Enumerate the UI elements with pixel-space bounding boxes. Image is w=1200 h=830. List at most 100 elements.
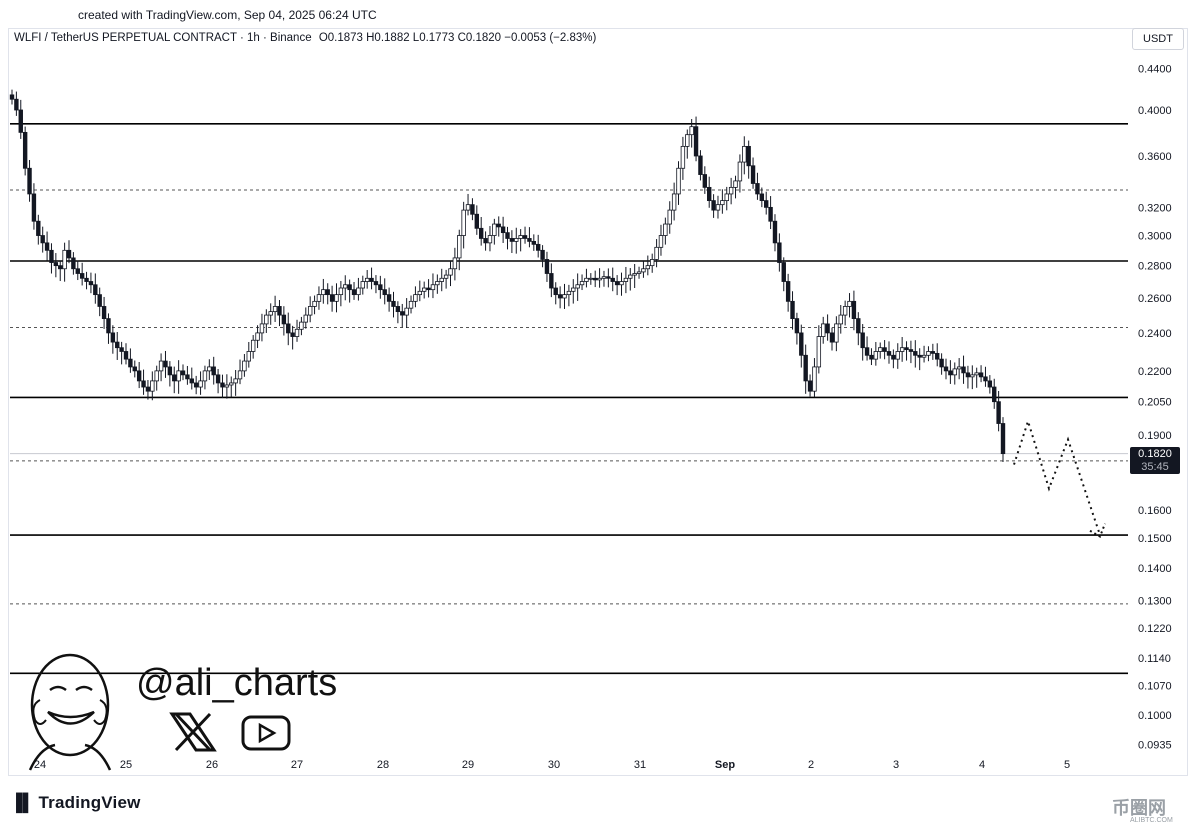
candle <box>588 273 594 285</box>
candle <box>930 343 936 360</box>
candle <box>408 295 414 314</box>
candle <box>237 359 243 385</box>
candle-body <box>816 336 822 368</box>
candle-body <box>728 186 734 195</box>
candle-body <box>799 332 804 356</box>
candle-body <box>571 287 576 292</box>
time-axis: 24 25 26 27 28 29 30 31 Sep 2 3 4 5 <box>34 759 1070 771</box>
candle <box>557 286 563 309</box>
candle-body <box>391 300 396 307</box>
y-tick-label: 0.1300 <box>1138 595 1172 607</box>
candle <box>636 266 642 279</box>
candle <box>215 369 221 394</box>
candle <box>707 176 712 208</box>
candle-body <box>487 235 493 244</box>
candle <box>369 267 374 290</box>
candle <box>886 341 892 364</box>
y-tick-label: 0.3600 <box>1138 151 1172 163</box>
candle-body <box>549 273 554 289</box>
candle-body <box>290 332 295 337</box>
candle-body <box>49 249 54 263</box>
candle <box>851 290 857 331</box>
candle-body <box>531 240 537 245</box>
candle-body <box>58 265 63 270</box>
candle-body <box>935 352 940 360</box>
candle-body <box>860 332 865 349</box>
avatar-illustration <box>28 653 112 771</box>
candle <box>878 342 883 359</box>
candle <box>961 355 966 384</box>
candle <box>71 252 76 275</box>
social-icons <box>169 712 291 752</box>
candle <box>483 231 488 251</box>
symbol-title[interactable]: WLFI / TetherUS PERPETUAL CONTRACT · 1h … <box>14 32 312 44</box>
y-tick-label: 0.1400 <box>1138 563 1172 575</box>
candle-body <box>632 273 637 276</box>
candle <box>351 282 357 300</box>
candle <box>93 273 98 304</box>
candle <box>663 217 668 245</box>
candle-body <box>584 277 589 282</box>
candle <box>329 285 335 312</box>
candle <box>193 375 199 395</box>
candle-body <box>777 242 782 263</box>
created-with-caption: created with TradingView.com, Sep 04, 20… <box>78 8 377 22</box>
candle <box>9 89 15 105</box>
site-watermark: 币圈网 <box>1112 798 1166 818</box>
candle <box>255 325 260 349</box>
candle <box>478 216 484 246</box>
candle <box>943 358 949 380</box>
candle <box>158 353 164 382</box>
currency-selector[interactable]: USDT <box>1132 28 1184 50</box>
candle-body <box>496 223 501 228</box>
candle-body <box>856 318 861 334</box>
candle-body <box>478 227 484 239</box>
candle <box>992 378 997 409</box>
candle-body <box>150 380 155 392</box>
candle-body <box>158 360 164 372</box>
candle-body <box>680 145 686 169</box>
candle <box>84 271 89 290</box>
candle-body <box>505 232 510 239</box>
candle-body <box>97 294 102 307</box>
candle <box>421 281 427 299</box>
candle-body <box>812 366 817 392</box>
candles <box>9 89 1006 463</box>
candle-body <box>838 314 843 325</box>
candle <box>807 374 813 397</box>
candle <box>794 312 800 345</box>
x-tick-label: 29 <box>462 759 474 771</box>
y-tick-label: 0.3000 <box>1138 231 1172 243</box>
candle <box>492 218 497 245</box>
x-logo-icon <box>169 712 217 752</box>
candle <box>698 150 703 181</box>
candle-body <box>132 366 137 372</box>
candle-body <box>40 235 45 244</box>
candle-body <box>277 306 282 316</box>
candle <box>172 366 177 394</box>
y-tick-label: 0.2200 <box>1138 366 1172 378</box>
candle-body <box>119 347 124 352</box>
candle <box>601 270 607 287</box>
price-axis: 0.4400 0.4000 0.3600 0.3200 0.3000 0.2800 0.26… <box>1138 63 1172 751</box>
candle <box>891 349 896 369</box>
candle-body <box>286 323 291 334</box>
candle-body <box>79 273 85 279</box>
candle <box>391 291 396 318</box>
candle-body <box>557 294 563 299</box>
candle-body <box>891 354 896 360</box>
candle <box>110 325 116 354</box>
candle <box>141 369 146 395</box>
candle-body <box>84 277 89 282</box>
tradingview-logo[interactable]: ▐▌ TradingView <box>10 793 141 813</box>
x-tick-label: 5 <box>1064 759 1070 771</box>
candle <box>268 303 273 325</box>
candle-body <box>154 370 159 382</box>
candle-body <box>917 354 922 358</box>
candle-body <box>764 200 769 208</box>
candle <box>842 300 848 326</box>
candle <box>470 198 475 221</box>
candle-body <box>702 174 708 188</box>
y-tick-label: 0.3200 <box>1138 202 1172 214</box>
